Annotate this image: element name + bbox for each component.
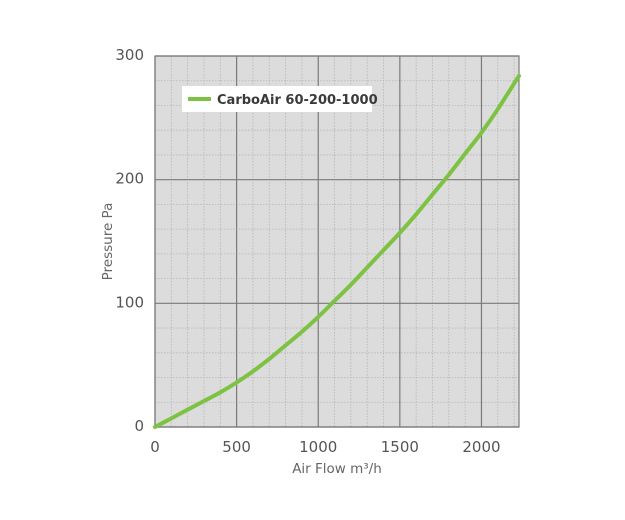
x-tick-label: 1000 (299, 438, 337, 456)
x-tick-label: 1500 (381, 438, 419, 456)
y-tick-labels: 0 100 200 300 (115, 46, 144, 435)
minor-grid (155, 56, 519, 427)
legend-label-carboair: CarboAir 60-200-1000 (217, 93, 378, 108)
x-tick-label: 2000 (462, 438, 500, 456)
x-tick-labels: 0 500 1000 1500 2000 (150, 438, 500, 456)
plot-area (155, 56, 519, 427)
y-axis-label: Pressure Pa (100, 203, 116, 281)
y-tick-label: 200 (115, 170, 144, 188)
y-tick-label: 100 (115, 293, 144, 311)
series-layer (153, 73, 521, 429)
plot-border (154, 55, 520, 428)
x-tick-label: 500 (222, 438, 251, 456)
y-tick-label: 0 (134, 417, 144, 435)
legend-box (182, 86, 372, 112)
major-grid (154, 55, 520, 428)
x-axis-label: Air Flow m³/h (292, 461, 382, 477)
legend: CarboAir 60-200-1000 (182, 86, 378, 112)
y-tick-label: 300 (115, 46, 144, 64)
x-tick-label: 0 (150, 438, 160, 456)
series-line-0 (153, 73, 521, 429)
